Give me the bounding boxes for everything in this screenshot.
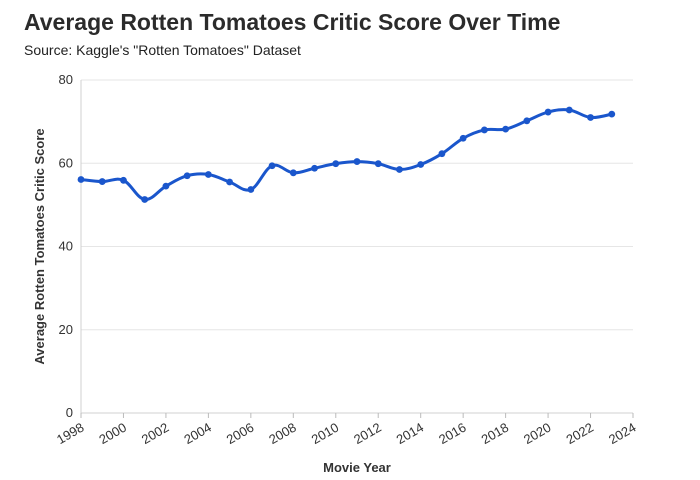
data-point[interactable] bbox=[289, 169, 297, 177]
data-point[interactable] bbox=[396, 166, 403, 173]
data-point[interactable] bbox=[565, 106, 573, 114]
x-tick-label: 2014 bbox=[394, 420, 427, 447]
data-point[interactable] bbox=[311, 164, 318, 172]
data-point[interactable] bbox=[438, 150, 446, 158]
data-point[interactable] bbox=[459, 134, 467, 142]
x-tick-label: 2024 bbox=[606, 420, 639, 447]
data-point[interactable] bbox=[120, 176, 127, 184]
data-point[interactable] bbox=[204, 171, 212, 178]
x-tick-label: 2004 bbox=[181, 420, 214, 447]
data-point[interactable] bbox=[523, 117, 531, 125]
data-point[interactable] bbox=[98, 178, 106, 185]
y-tick-label: 20 bbox=[59, 322, 73, 337]
data-point[interactable] bbox=[332, 160, 340, 168]
chart-header: Average Rotten Tomatoes Critic Score Ove… bbox=[24, 8, 676, 60]
axis-layer: 0 20 40 60 80 1998 2000 2002 2004 2006 2008 2010 201… bbox=[54, 72, 639, 447]
x-tick-label: 2000 bbox=[96, 420, 129, 447]
x-tick-label: 2022 bbox=[563, 420, 596, 447]
data-point[interactable] bbox=[587, 114, 594, 121]
data-point[interactable] bbox=[374, 160, 382, 168]
data-point[interactable] bbox=[502, 125, 510, 133]
data-point[interactable] bbox=[162, 182, 170, 190]
series-line bbox=[79, 108, 614, 201]
x-tick-label: 2002 bbox=[139, 420, 172, 447]
x-tick-label: 2006 bbox=[224, 420, 257, 447]
y-tick-label: 60 bbox=[59, 155, 73, 170]
data-point[interactable] bbox=[77, 176, 85, 183]
data-point[interactable] bbox=[608, 110, 616, 118]
chart-title: Average Rotten Tomatoes Critic Score Ove… bbox=[24, 9, 561, 35]
chart-subtitle: Source: Kaggle's "Rotten Tomatoes" Datas… bbox=[24, 42, 301, 58]
data-point[interactable] bbox=[247, 186, 255, 193]
series-layer bbox=[77, 106, 616, 203]
data-point[interactable] bbox=[141, 196, 149, 203]
x-tick-label: 2020 bbox=[521, 420, 554, 447]
grid-layer bbox=[81, 79, 633, 414]
x-tick-label: 2010 bbox=[309, 420, 342, 447]
x-axis-title: Movie Year bbox=[323, 460, 391, 475]
x-tick-label: 2012 bbox=[351, 420, 384, 447]
x-tick-label: 2008 bbox=[266, 420, 299, 447]
data-point[interactable] bbox=[353, 158, 361, 165]
data-point[interactable] bbox=[544, 108, 552, 116]
x-tick-label: 1998 bbox=[54, 420, 87, 447]
x-tick-label: 2016 bbox=[436, 420, 469, 447]
y-tick-label: 40 bbox=[59, 239, 73, 254]
y-axis-title: Average Rotten Tomatoes Critic Score bbox=[32, 128, 47, 364]
data-point[interactable] bbox=[480, 126, 488, 134]
y-tick-label: 0 bbox=[66, 405, 73, 420]
data-point[interactable] bbox=[417, 161, 425, 168]
data-point[interactable] bbox=[226, 178, 234, 186]
data-point[interactable] bbox=[183, 172, 191, 180]
y-tick-label: 80 bbox=[59, 72, 73, 87]
x-tick-label: 2018 bbox=[479, 420, 512, 447]
data-point[interactable] bbox=[268, 162, 276, 170]
